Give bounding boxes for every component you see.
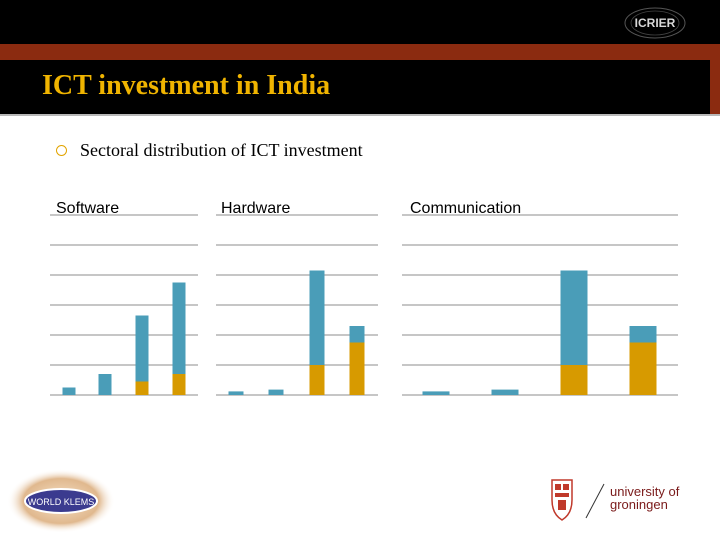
title-band — [0, 60, 720, 114]
bar-software-2-top — [98, 374, 112, 395]
title-underline — [0, 114, 720, 116]
accent-band — [0, 44, 720, 60]
bar-software-3-bottom — [135, 381, 149, 395]
bullet-icon — [56, 145, 67, 156]
rug-line-2: groningen — [610, 497, 668, 512]
icrier-logo-text: ICRIER — [635, 16, 676, 30]
world-klems-logo-text: WORLD KLEMS — [28, 497, 95, 507]
university-of-groningen-wordmark: university of groningen — [610, 485, 710, 511]
bar-communication-4-top — [629, 326, 657, 343]
bar-communication-4-bottom — [629, 342, 657, 395]
panel-hardware: Hardware — [216, 200, 378, 396]
bar-hardware-3-bottom — [309, 365, 325, 395]
top-band — [0, 0, 720, 44]
bar-software-1-top — [62, 387, 76, 395]
bullet-text: Sectoral distribution of ICT investment — [80, 140, 363, 160]
bar-software-4-top — [172, 282, 186, 374]
bar-communication-3-bottom — [560, 365, 588, 395]
page-title: ICT investment in India — [42, 70, 331, 101]
panel-title-software: Software — [56, 200, 119, 217]
bar-communication-3-top — [560, 270, 588, 365]
university-of-groningen-logo — [551, 479, 605, 521]
panel-communication: Communication — [402, 200, 678, 396]
bar-hardware-1-top — [228, 391, 244, 395]
title-band-edge — [710, 60, 720, 114]
bar-hardware-3-top — [309, 270, 325, 365]
icrier-logo: ICRIER — [624, 7, 686, 39]
world-klems-logo: WORLD KLEMS — [7, 469, 115, 533]
bar-communication-1-top — [422, 391, 450, 395]
bar-software-4-bottom — [172, 374, 186, 395]
panel-title-communication: Communication — [410, 200, 521, 217]
panel-title-hardware: Hardware — [221, 200, 290, 217]
panel-software: Software — [50, 200, 198, 396]
bar-hardware-4-top — [349, 326, 365, 343]
bar-communication-2-top — [491, 389, 519, 395]
bar-hardware-2-top — [268, 389, 284, 395]
bar-software-3-top — [135, 315, 149, 382]
bar-hardware-4-bottom — [349, 342, 365, 395]
rug-line-1: university of — [610, 484, 680, 499]
